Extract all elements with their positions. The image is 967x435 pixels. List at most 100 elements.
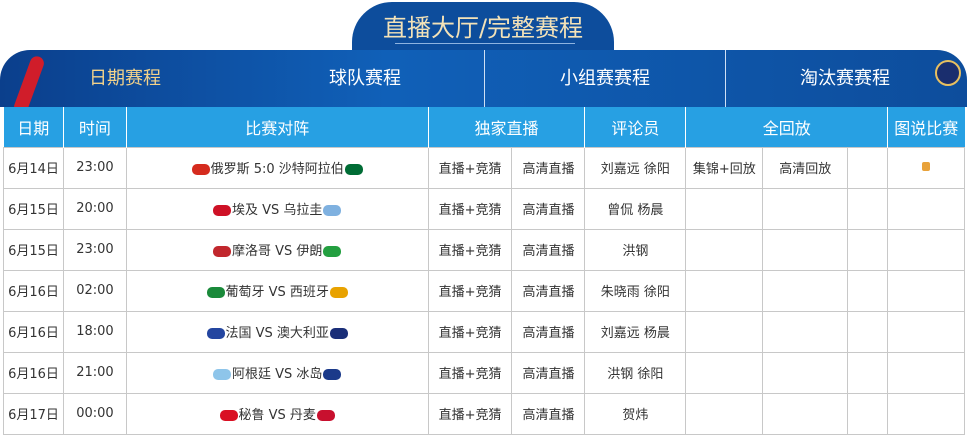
hd-replay-link xyxy=(762,351,849,394)
highlights-replay-link xyxy=(685,269,764,312)
away-flag-icon xyxy=(323,205,342,216)
match-cell[interactable]: 俄罗斯 5:0 沙特阿拉伯 xyxy=(125,146,429,189)
table-row: 6月15日 20:00 埃及 VS 乌拉圭 直播+竞猜 高清直播 曾侃 杨晨 xyxy=(3,187,965,230)
away-flag-icon xyxy=(323,369,342,380)
match-cell[interactable]: 摩洛哥 VS 伊朗 xyxy=(125,228,429,271)
home-flag-icon xyxy=(206,287,225,298)
photo-cell xyxy=(887,228,965,271)
header-time: 时间 xyxy=(62,107,127,147)
schedule-table: 日期 时间 比赛对阵 独家直播 评论员 全回放 图说比赛 6月14日 23:00 俄… xyxy=(3,107,965,435)
page-title: 直播大厅/完整赛程 xyxy=(382,14,584,42)
match-cell[interactable]: 法国 VS 澳大利亚 xyxy=(125,310,429,353)
hd-live-link[interactable]: 高清直播 xyxy=(511,187,586,230)
highlights-replay-link[interactable]: 集锦+回放 xyxy=(685,146,764,189)
table-row: 6月16日 21:00 阿根廷 VS 冰岛 直播+竞猜 高清直播 洪钢 徐阳 xyxy=(3,351,965,394)
photo-cell xyxy=(887,269,965,312)
empty-cell xyxy=(847,392,889,435)
empty-cell xyxy=(847,310,889,353)
banner: 直播大厅/完整赛程 日期赛程 球队赛程 小组赛赛程 淘汰赛赛程 xyxy=(0,0,967,116)
time-cell: 18:00 xyxy=(62,310,127,353)
time-cell: 21:00 xyxy=(62,351,127,394)
away-flag-icon xyxy=(329,287,348,298)
hd-replay-link xyxy=(762,228,849,271)
highlights-replay-link xyxy=(685,310,764,353)
match-cell[interactable]: 阿根廷 VS 冰岛 xyxy=(125,351,429,394)
home-flag-icon xyxy=(206,328,225,339)
live-guess-link[interactable]: 直播+竞猜 xyxy=(427,310,513,353)
table-row: 6月16日 02:00 葡萄牙 VS 西班牙 直播+竞猜 高清直播 朱晓雨 徐阳 xyxy=(3,269,965,312)
empty-cell xyxy=(847,146,889,189)
match-text[interactable]: 秘鲁 VS 丹麦 xyxy=(238,408,316,423)
table-row: 6月14日 23:00 俄罗斯 5:0 沙特阿拉伯 直播+竞猜 高清直播 刘嘉远 徐阳 集锦… xyxy=(3,146,965,189)
match-cell[interactable]: 葡萄牙 VS 西班牙 xyxy=(125,269,429,312)
home-flag-icon xyxy=(213,205,231,216)
hd-live-link[interactable]: 高清直播 xyxy=(511,351,586,394)
empty-cell xyxy=(847,228,889,271)
match-text[interactable]: 法国 VS 澳大利亚 xyxy=(225,326,329,341)
photo-cell xyxy=(887,351,965,394)
header-live: 独家直播 xyxy=(427,107,585,147)
home-flag-icon xyxy=(213,246,231,257)
nav-date-schedule[interactable]: 日期赛程 xyxy=(89,68,161,89)
date-cell: 6月16日 xyxy=(3,351,64,394)
nav-knockout-schedule[interactable]: 淘汰赛赛程 xyxy=(800,68,890,89)
highlights-replay-link xyxy=(685,187,764,230)
date-cell: 6月14日 xyxy=(3,146,64,189)
date-cell: 6月17日 xyxy=(3,392,64,435)
table-row: 6月15日 23:00 摩洛哥 VS 伊朗 直播+竞猜 高清直播 洪钢 xyxy=(3,228,965,271)
highlights-replay-link xyxy=(685,392,764,435)
home-flag-icon xyxy=(219,410,238,421)
empty-cell xyxy=(847,269,889,312)
nav-group-schedule[interactable]: 小组赛赛程 xyxy=(560,68,650,89)
commentators-cell: 曾侃 杨晨 xyxy=(584,187,687,230)
date-cell: 6月16日 xyxy=(3,310,64,353)
hd-replay-link xyxy=(762,187,849,230)
live-guess-link[interactable]: 直播+竞猜 xyxy=(427,146,513,189)
live-guess-link[interactable]: 直播+竞猜 xyxy=(427,228,513,271)
photo-cell[interactable] xyxy=(887,146,965,189)
hd-replay-link xyxy=(762,269,849,312)
hd-replay-link xyxy=(762,392,849,435)
live-guess-link[interactable]: 直播+竞猜 xyxy=(427,351,513,394)
hd-live-link[interactable]: 高清直播 xyxy=(511,228,586,271)
table-row: 6月17日 00:00 秘鲁 VS 丹麦 直播+竞猜 高清直播 贺炜 xyxy=(3,392,965,435)
match-cell[interactable]: 埃及 VS 乌拉圭 xyxy=(125,187,429,230)
live-guess-link[interactable]: 直播+竞猜 xyxy=(427,187,513,230)
hd-live-link[interactable]: 高清直播 xyxy=(511,269,586,312)
match-text[interactable]: 葡萄牙 VS 西班牙 xyxy=(225,285,329,300)
empty-cell xyxy=(847,351,889,394)
hd-live-link[interactable]: 高清直播 xyxy=(511,310,586,353)
home-flag-icon xyxy=(191,164,210,175)
nav-team-schedule[interactable]: 球队赛程 xyxy=(329,68,401,89)
hd-live-link[interactable]: 高清直播 xyxy=(511,392,586,435)
match-cell[interactable]: 秘鲁 VS 丹麦 xyxy=(125,392,429,435)
header-photo: 图说比赛 xyxy=(887,107,965,147)
football-icon xyxy=(935,60,961,86)
commentators-cell: 洪钢 徐阳 xyxy=(584,351,687,394)
photo-cell xyxy=(887,392,965,435)
away-flag-icon xyxy=(323,246,342,257)
hd-live-link[interactable]: 高清直播 xyxy=(511,146,586,189)
photo-cell xyxy=(887,187,965,230)
commentators-cell: 刘嘉远 徐阳 xyxy=(584,146,687,189)
hd-replay-link[interactable]: 高清回放 xyxy=(762,146,849,189)
commentators-cell: 刘嘉远 杨晨 xyxy=(584,310,687,353)
match-text[interactable]: 阿根廷 VS 冰岛 xyxy=(232,367,323,382)
time-cell: 23:00 xyxy=(62,146,127,189)
match-text[interactable]: 摩洛哥 VS 伊朗 xyxy=(232,244,323,259)
commentators-cell: 贺炜 xyxy=(584,392,687,435)
highlights-replay-link xyxy=(685,228,764,271)
live-guess-link[interactable]: 直播+竞猜 xyxy=(427,269,513,312)
highlights-replay-link xyxy=(685,351,764,394)
away-flag-icon xyxy=(329,328,348,339)
nav-bar xyxy=(0,50,967,107)
time-cell: 02:00 xyxy=(62,269,127,312)
photo-icon[interactable] xyxy=(922,162,931,171)
header-commentators: 评论员 xyxy=(584,107,686,147)
match-text[interactable]: 埃及 VS 乌拉圭 xyxy=(232,203,323,218)
commentators-cell: 朱晓雨 徐阳 xyxy=(584,269,687,312)
match-text[interactable]: 俄罗斯 5:0 沙特阿拉伯 xyxy=(210,162,344,177)
title-underline xyxy=(395,43,575,44)
live-guess-link[interactable]: 直播+竞猜 xyxy=(427,392,513,435)
date-cell: 6月15日 xyxy=(3,187,64,230)
